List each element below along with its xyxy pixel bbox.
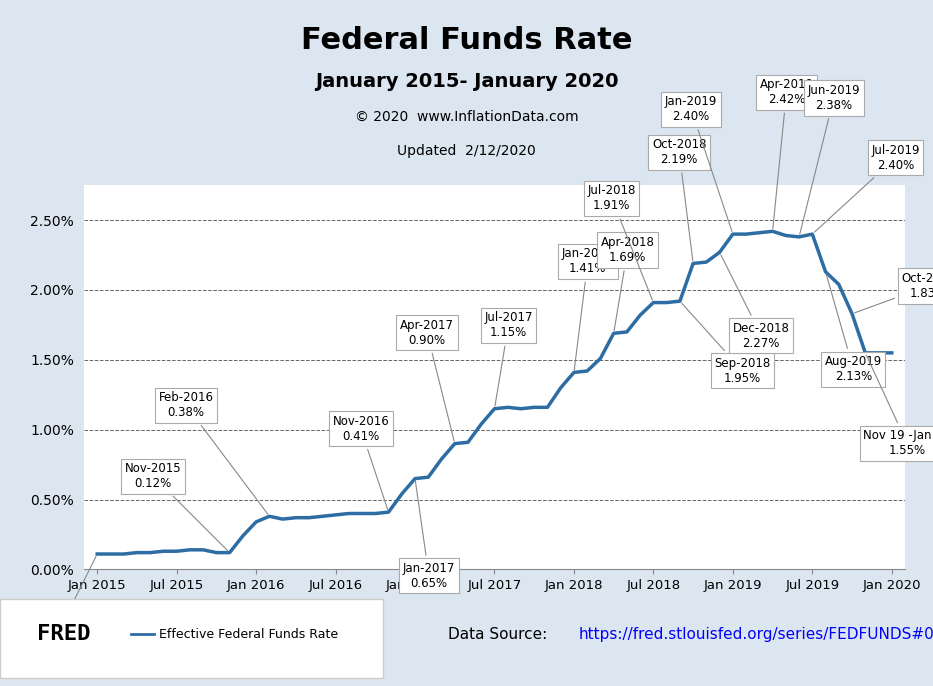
Text: Apr-2019
2.42%: Apr-2019 2.42% bbox=[759, 78, 814, 228]
Text: FRED: FRED bbox=[37, 624, 91, 644]
Text: Oct-2019
1.83%: Oct-2019 1.83% bbox=[855, 272, 933, 313]
Text: Apr-2018
1.69%: Apr-2018 1.69% bbox=[601, 236, 655, 331]
Text: Jan-2017
0.65%: Jan-2017 0.65% bbox=[403, 482, 455, 590]
Text: Effective Federal Funds Rate: Effective Federal Funds Rate bbox=[159, 628, 338, 641]
Text: Nov-2016
0.41%: Nov-2016 0.41% bbox=[332, 415, 389, 510]
FancyBboxPatch shape bbox=[0, 600, 383, 678]
Text: Jun-2019
2.38%: Jun-2019 2.38% bbox=[800, 84, 860, 234]
Text: January 2015- January 2020: January 2015- January 2020 bbox=[314, 72, 619, 91]
Text: Jan-2018
1.41%: Jan-2018 1.41% bbox=[562, 247, 614, 370]
Text: © 2020  www.InflationData.com: © 2020 www.InflationData.com bbox=[355, 110, 578, 123]
Text: Jul-2017
1.15%: Jul-2017 1.15% bbox=[484, 311, 533, 406]
Text: https://fred.stlouisfed.org/series/FEDFUNDS#0: https://fred.stlouisfed.org/series/FEDFU… bbox=[578, 627, 933, 642]
Text: Jul-2018
1.91%: Jul-2018 1.91% bbox=[588, 185, 652, 300]
Text: Oct-2018
2.19%: Oct-2018 2.19% bbox=[652, 139, 706, 261]
Text: Jan-2019
2.40%: Jan-2019 2.40% bbox=[665, 95, 732, 231]
Text: Feb-2016
0.38%: Feb-2016 0.38% bbox=[159, 391, 268, 514]
Text: Sep-2018
1.95%: Sep-2018 1.95% bbox=[682, 303, 771, 385]
Text: Federal Funds Rate: Federal Funds Rate bbox=[300, 26, 633, 55]
Text: Apr-2017
0.90%: Apr-2017 0.90% bbox=[400, 318, 454, 441]
Text: Aug-2019
2.13%: Aug-2019 2.13% bbox=[825, 274, 882, 383]
Text: Updated  2/12/2020: Updated 2/12/2020 bbox=[397, 144, 536, 158]
Text: Dec-2018
2.27%: Dec-2018 2.27% bbox=[721, 255, 789, 350]
Text: Jul-2019
2.40%: Jul-2019 2.40% bbox=[815, 144, 920, 233]
Text: Nov 19 -Jan 20
1.55%: Nov 19 -Jan 20 1.55% bbox=[863, 355, 933, 457]
Text: Jan-2015
0.11%: Jan-2015 0.11% bbox=[30, 556, 96, 651]
Text: Nov-2015
0.12%: Nov-2015 0.12% bbox=[125, 462, 228, 551]
Text: Data Source:: Data Source: bbox=[448, 627, 552, 642]
